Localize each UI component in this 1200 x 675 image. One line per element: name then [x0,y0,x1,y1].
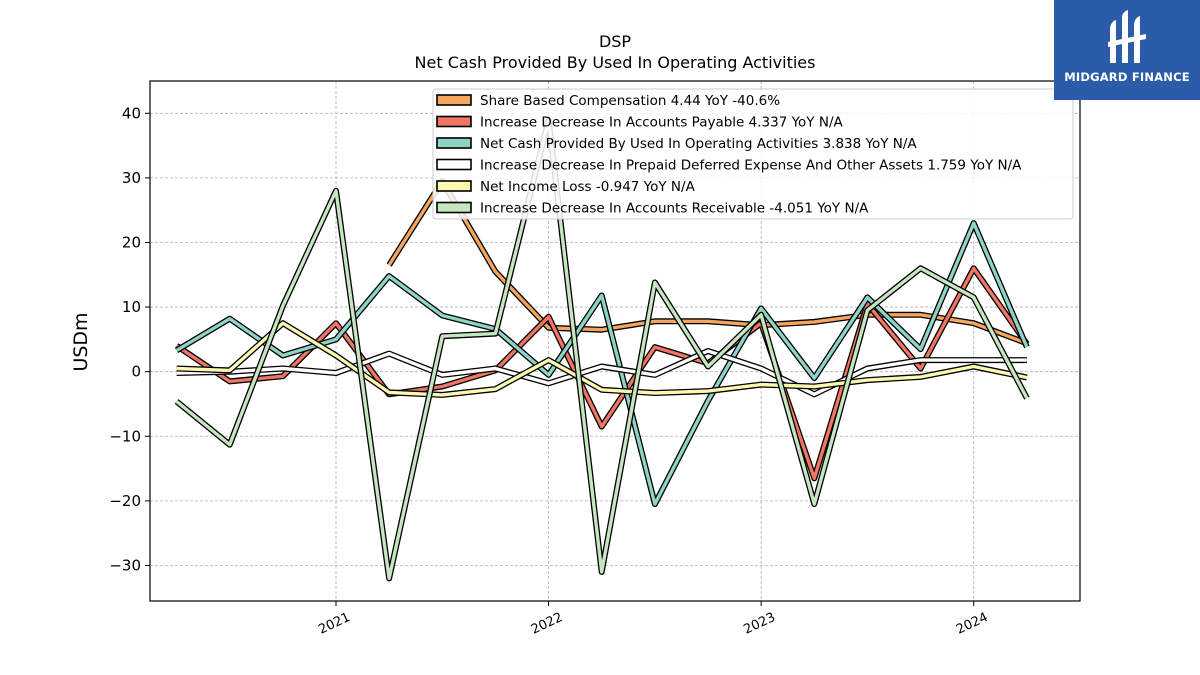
x-tick-label: 2021 [316,610,352,638]
legend-swatch [436,137,472,149]
y-tick-label: 20 [122,233,141,251]
legend-box [432,88,1074,220]
y-tick-label: −30 [109,556,141,574]
legend-entry: Net Cash Provided By Used In Operating A… [480,136,917,152]
legend-entry: Increase Decrease In Prepaid Deferred Ex… [480,158,1022,174]
series-layer [174,116,1030,582]
series-stroke [175,266,1029,480]
logo-text: MIDGARD FINANCE [1064,70,1190,84]
legend-entry: Increase Decrease In Accounts Payable 4.… [480,115,843,131]
y-tick-label: 0 [131,363,141,381]
legend-entry: Increase Decrease In Accounts Receivable… [480,201,869,217]
y-tick-label: 10 [122,298,141,316]
y-tick-label: −10 [109,427,141,445]
legend-swatch [436,115,472,128]
series-line [176,348,1027,398]
x-ticks: 2021 2022 2023 2024 [316,601,990,638]
legend-swatch [436,201,472,214]
y-tick-label: 40 [122,104,141,122]
brand-logo: MIDGARD FINANCE [1054,0,1200,100]
plot-frame [149,80,1081,602]
series-stroke [387,179,1028,345]
chart-title: DSP [599,32,631,51]
series-stroke [176,349,1027,396]
legend-swatch [436,180,472,192]
chart-subtitle: Net Cash Provided By Used In Operating A… [415,53,816,72]
series-line [174,116,1030,582]
x-tick-label: 2023 [741,610,777,638]
legend-swatch [436,158,472,171]
y-ticks: −30 −20 −10 0 10 20 30 40 [109,104,150,574]
series-line [176,320,1028,398]
x-tick-label: 2022 [529,610,565,638]
legend-entry: Net Income Loss -0.947 YoY N/A [480,179,696,195]
legend-swatch [436,94,472,106]
y-tick-label: 30 [122,169,141,187]
y-axis-label: USDm [70,312,92,371]
legend: Share Based Compensation 4.44 YoY -40.6%… [432,88,1074,220]
legend-entry: Share Based Compensation 4.44 YoY -40.6% [480,93,780,109]
midgard-logo-icon [1108,10,1146,63]
series-line [386,178,1028,347]
series-line [174,265,1030,482]
series-stroke [175,118,1029,581]
series-stroke [176,321,1028,397]
x-tick-label: 2024 [954,610,990,638]
y-tick-label: −20 [109,492,141,510]
